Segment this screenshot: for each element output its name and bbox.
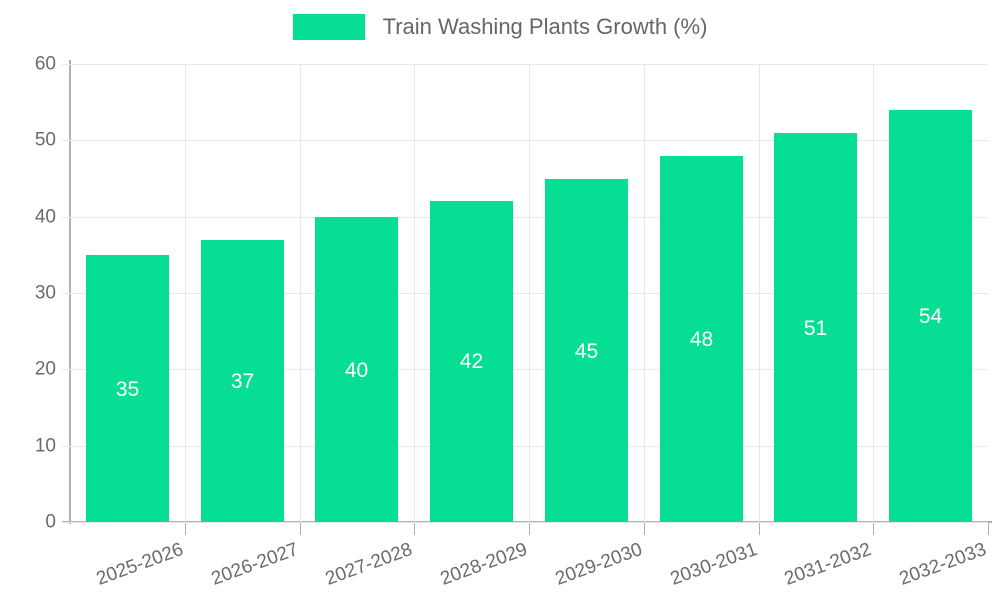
legend-swatch-train-washing-plants-growth [292,14,365,40]
bar[interactable]: 45 [545,178,628,522]
x-axis-tick [873,523,874,535]
y-axis-tick-label: 30 [34,282,56,304]
y-axis-tick-label: 50 [34,129,56,151]
x-axis-tick-label: 2032-2033 [896,539,990,590]
bar-value-label: 48 [689,327,714,351]
x-axis-tick-label: 2026-2027 [208,539,302,590]
x-axis-tick-label: 2028-2029 [437,539,531,590]
x-axis-tick-label: 2027-2028 [322,539,416,590]
gridline-horizontal [62,216,988,218]
y-axis-line [69,60,71,524]
bar-value-label: 35 [115,377,140,401]
y-axis-tick-label: 0 [45,511,56,533]
gridline-horizontal [62,369,988,371]
gridline-horizontal [62,522,988,523]
gridline-horizontal [62,140,988,142]
gridline-vertical [644,64,645,522]
gridline-horizontal [62,293,988,294]
gridline-vertical [759,64,760,522]
y-axis-tick-label: 40 [34,206,56,228]
bar-value-label: 51 [803,316,828,340]
bar[interactable]: 40 [315,216,398,522]
bar[interactable]: 54 [889,109,972,522]
plot-area: 35 37 40 42 45 48 51 54 [62,64,988,523]
bar-value-label: 42 [459,350,484,374]
gridline-vertical [414,64,415,522]
bar-value-label: 40 [344,358,369,382]
x-axis-tick-label: 2029-2030 [552,539,646,590]
gridline-horizontal [62,445,988,447]
bar[interactable]: 48 [660,155,743,522]
bar-value-label: 37 [230,369,255,393]
bar-value-label: 45 [574,339,599,363]
y-axis-tick-label: 20 [34,358,56,380]
x-axis-tick [414,523,415,535]
y-axis-tick-label: 10 [34,435,56,457]
gridline-horizontal [62,64,988,65]
gridline-vertical [529,64,530,522]
x-axis-tick [185,523,186,535]
y-axis-tick-label: 60 [34,53,56,75]
gridline-vertical [873,64,874,522]
x-axis-tick [759,523,760,535]
x-axis-tick [644,523,645,535]
gridline-vertical [185,64,186,522]
bar[interactable]: 35 [86,254,169,522]
bar[interactable]: 42 [430,201,513,522]
bar-value-label: 54 [918,304,943,328]
bar[interactable]: 37 [201,239,284,522]
x-axis-tick [300,523,301,535]
bar[interactable]: 51 [774,132,857,522]
x-axis-tick [529,523,530,535]
gridline-vertical [300,64,301,522]
x-axis-tick-label: 2030-2031 [667,539,761,590]
x-axis-tick-label: 2031-2032 [781,539,875,590]
x-axis-tick [988,523,989,535]
chart-legend: Train Washing Plants Growth (%) [0,14,1000,40]
x-axis-tick-label: 2025-2026 [93,539,187,590]
legend-label-train-washing-plants-growth: Train Washing Plants Growth (%) [382,14,708,39]
